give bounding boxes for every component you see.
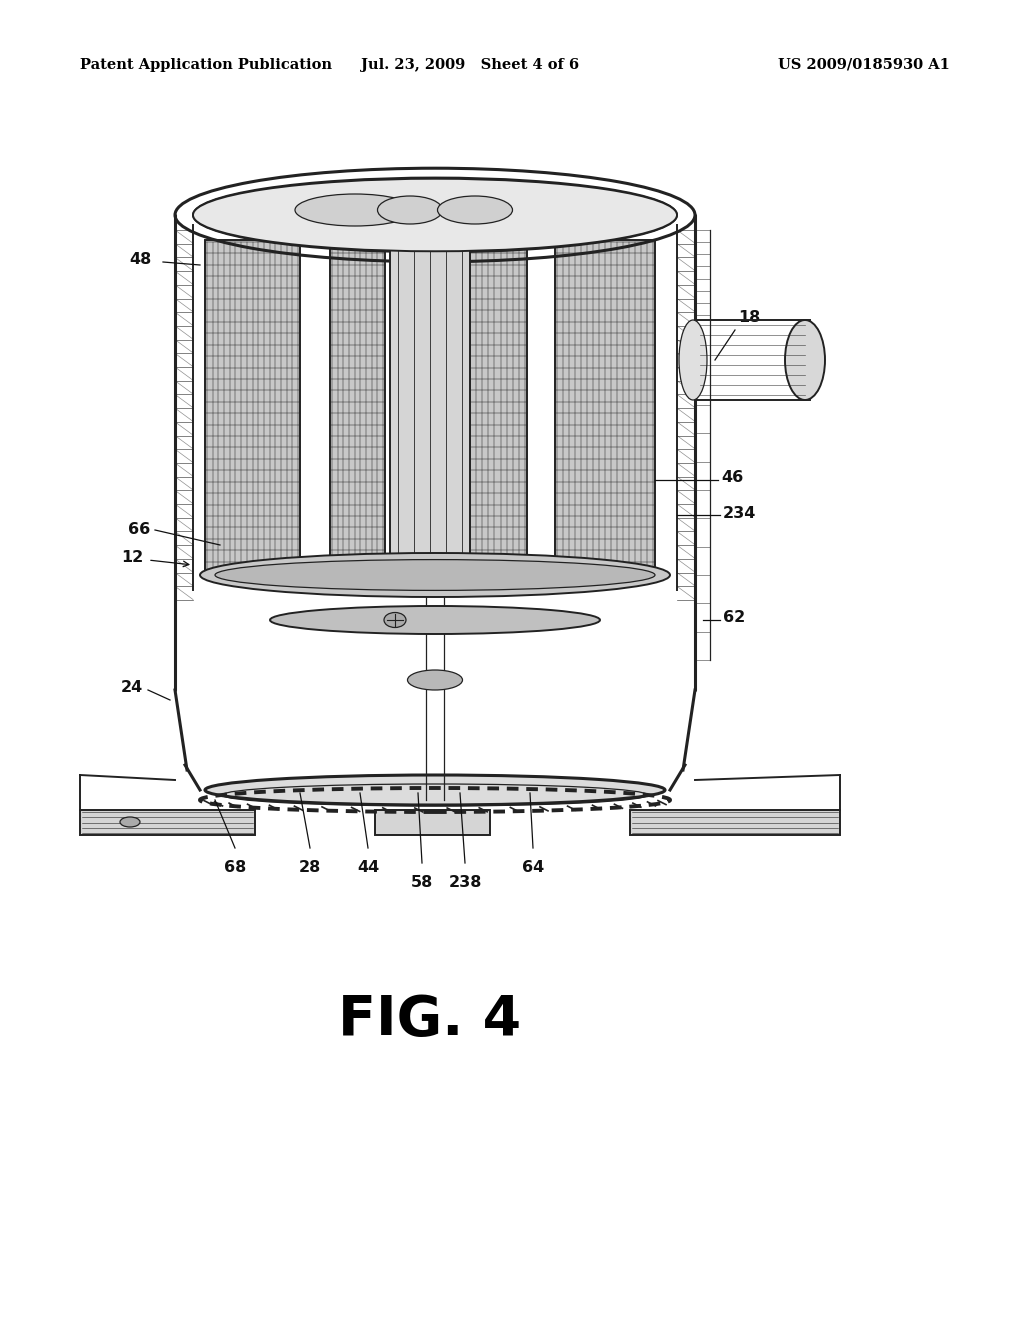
Text: 28: 28 (299, 861, 322, 875)
Ellipse shape (270, 606, 600, 634)
Text: 24: 24 (121, 681, 143, 696)
Text: 66: 66 (128, 523, 150, 537)
Ellipse shape (395, 232, 475, 248)
Text: US 2009/0185930 A1: US 2009/0185930 A1 (778, 58, 950, 73)
Ellipse shape (193, 178, 677, 252)
Text: Patent Application Publication: Patent Application Publication (80, 58, 332, 73)
Bar (630, 810, 840, 836)
Text: 44: 44 (357, 861, 379, 875)
Ellipse shape (384, 612, 406, 627)
Text: 64: 64 (522, 861, 544, 875)
Ellipse shape (408, 671, 463, 690)
Text: 12: 12 (121, 550, 143, 565)
Bar (330, 240, 385, 576)
Text: 68: 68 (224, 861, 246, 875)
Bar (468, 240, 527, 576)
Ellipse shape (120, 817, 140, 828)
Bar (205, 240, 300, 576)
Bar (555, 240, 655, 576)
Text: FIG. 4: FIG. 4 (339, 993, 521, 1047)
Text: Jul. 23, 2009   Sheet 4 of 6: Jul. 23, 2009 Sheet 4 of 6 (360, 58, 579, 73)
Text: 46: 46 (721, 470, 743, 486)
Text: 58: 58 (411, 875, 433, 890)
Ellipse shape (437, 195, 512, 224)
Text: 238: 238 (449, 875, 481, 890)
Text: 48: 48 (130, 252, 152, 268)
Bar (375, 810, 490, 836)
Text: 62: 62 (723, 610, 745, 626)
Ellipse shape (785, 319, 825, 400)
Ellipse shape (215, 560, 655, 590)
Ellipse shape (200, 553, 670, 597)
Ellipse shape (679, 319, 707, 400)
Text: 234: 234 (723, 506, 757, 520)
Ellipse shape (295, 194, 415, 226)
Text: 18: 18 (738, 310, 760, 326)
Ellipse shape (205, 775, 665, 805)
Ellipse shape (378, 195, 442, 224)
Bar (80, 810, 255, 836)
Bar (390, 240, 470, 576)
Ellipse shape (193, 178, 677, 251)
